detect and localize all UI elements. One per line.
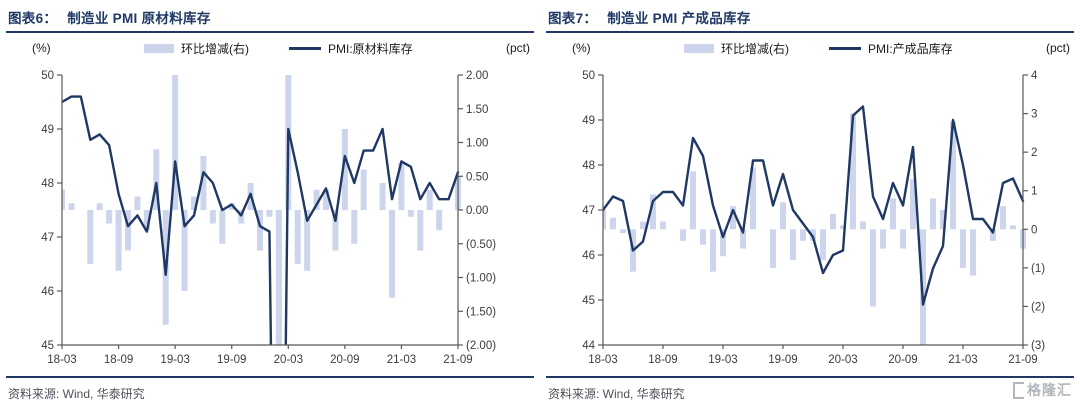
svg-text:50: 50 <box>41 70 54 82</box>
legend-item-bar: 环比增减(右) <box>144 40 249 57</box>
svg-text:46: 46 <box>582 250 595 262</box>
chart7-title: 图表7： 制造业 PMI 产成品库存 <box>546 5 1074 33</box>
svg-text:45: 45 <box>41 340 54 352</box>
gelonghui-logo-icon <box>1013 381 1024 399</box>
svg-text:21-03: 21-03 <box>387 354 416 366</box>
svg-text:19-03: 19-03 <box>160 354 189 366</box>
svg-text:46: 46 <box>41 286 54 298</box>
gelonghui-logo-text: 格隆汇 <box>1027 382 1072 398</box>
chart6-title-text: 制造业 PMI 原材料库存 <box>67 11 211 26</box>
svg-text:3: 3 <box>1031 109 1037 121</box>
chart6-title: 图表6： 制造业 PMI 原材料库存 <box>6 5 534 33</box>
legend-item-bar: 环比增减(右) <box>684 40 789 57</box>
svg-text:1.50: 1.50 <box>466 104 488 116</box>
svg-text:18-03: 18-03 <box>47 354 76 366</box>
chart7-title-prefix: 图表7： <box>548 11 598 26</box>
chart7-left-axis-unit: (%) <box>572 41 591 55</box>
svg-text:21-09: 21-09 <box>443 354 472 366</box>
svg-text:20-03: 20-03 <box>274 354 303 366</box>
svg-text:(2.00): (2.00) <box>466 340 496 352</box>
line-series-label: PMI:产成品库存 <box>868 41 953 56</box>
svg-text:(1.00): (1.00) <box>466 273 496 285</box>
svg-text:47: 47 <box>582 205 595 217</box>
chart6-right-axis-unit: (pct) <box>506 41 530 55</box>
line-series-label: PMI:原材料库存 <box>328 41 413 56</box>
svg-text:1.00: 1.00 <box>466 138 488 150</box>
chart6-source: 资料来源: Wind, 华泰研究 <box>6 376 534 402</box>
panel-chart6: 图表6： 制造业 PMI 原材料库存 (%) 环比增减(右) PMI:原材料库存 … <box>0 0 540 402</box>
svg-text:1: 1 <box>1031 186 1037 198</box>
legend-item-line: PMI:原材料库存 <box>289 40 413 57</box>
svg-text:0.00: 0.00 <box>466 205 488 217</box>
bar-series-label: 环比增减(右) <box>181 41 249 56</box>
svg-text:47: 47 <box>41 232 54 244</box>
svg-text:49: 49 <box>582 115 595 127</box>
svg-text:20-09: 20-09 <box>888 354 917 366</box>
svg-text:(1.50): (1.50) <box>466 306 496 318</box>
line-series-swatch <box>289 46 321 50</box>
chart6-title-prefix: 图表6： <box>8 11 58 26</box>
chart6-legend-row: (%) 环比增减(右) PMI:原材料库存 (pct) <box>6 33 534 63</box>
gelonghui-logo: 格隆汇 <box>1013 380 1072 400</box>
chart7-title-text: 制造业 PMI 产成品库存 <box>607 11 751 26</box>
chart7-right-axis-unit: (pct) <box>1046 41 1070 55</box>
svg-text:48: 48 <box>41 178 54 190</box>
panel-chart7: 图表7： 制造业 PMI 产成品库存 (%) 环比增减(右) PMI:产成品库存 … <box>540 0 1080 402</box>
svg-text:2.00: 2.00 <box>466 70 488 82</box>
svg-text:0: 0 <box>1031 224 1037 236</box>
svg-text:19-09: 19-09 <box>768 354 797 366</box>
chart7-legend: 环比增减(右) PMI:产成品库存 <box>591 40 1046 57</box>
bar-series-swatch <box>684 43 714 53</box>
line-series-swatch <box>829 46 861 50</box>
legend-item-line: PMI:产成品库存 <box>829 40 953 57</box>
svg-text:(2): (2) <box>1031 301 1045 313</box>
svg-text:20-03: 20-03 <box>828 354 857 366</box>
svg-text:49: 49 <box>41 124 54 136</box>
svg-text:2: 2 <box>1031 147 1037 159</box>
bar-series-label: 环比增减(右) <box>721 41 789 56</box>
svg-text:48: 48 <box>582 160 595 172</box>
svg-text:(0.50): (0.50) <box>466 239 496 251</box>
chart6-left-axis-unit: (%) <box>32 41 51 55</box>
chart6-canvas: 50 49 48 47 46 45 2.00 1.50 1.00 0.50 0.00 (0.50) (1… <box>41 70 496 366</box>
chart7-legend-row: (%) 环比增减(右) PMI:产成品库存 (pct) <box>546 33 1074 63</box>
svg-text:18-03: 18-03 <box>588 354 617 366</box>
svg-text:21-03: 21-03 <box>948 354 977 366</box>
svg-text:19-03: 19-03 <box>708 354 737 366</box>
svg-text:20-09: 20-09 <box>330 354 359 366</box>
bar-series-swatch <box>144 43 174 53</box>
svg-text:18-09: 18-09 <box>104 354 133 366</box>
chart7-source: 资料来源: Wind, 华泰研究 <box>546 376 1074 402</box>
svg-text:19-09: 19-09 <box>217 354 246 366</box>
svg-text:4: 4 <box>1031 70 1038 82</box>
svg-text:50: 50 <box>582 70 595 82</box>
svg-text:44: 44 <box>582 340 595 352</box>
svg-text:18-09: 18-09 <box>648 354 677 366</box>
svg-text:0.50: 0.50 <box>466 171 488 183</box>
svg-text:45: 45 <box>582 295 595 307</box>
svg-text:(1): (1) <box>1031 263 1045 275</box>
chart6-legend: 环比增减(右) PMI:原材料库存 <box>51 40 506 57</box>
svg-text:21-09: 21-09 <box>1008 354 1037 366</box>
svg-text:(3): (3) <box>1031 340 1045 352</box>
